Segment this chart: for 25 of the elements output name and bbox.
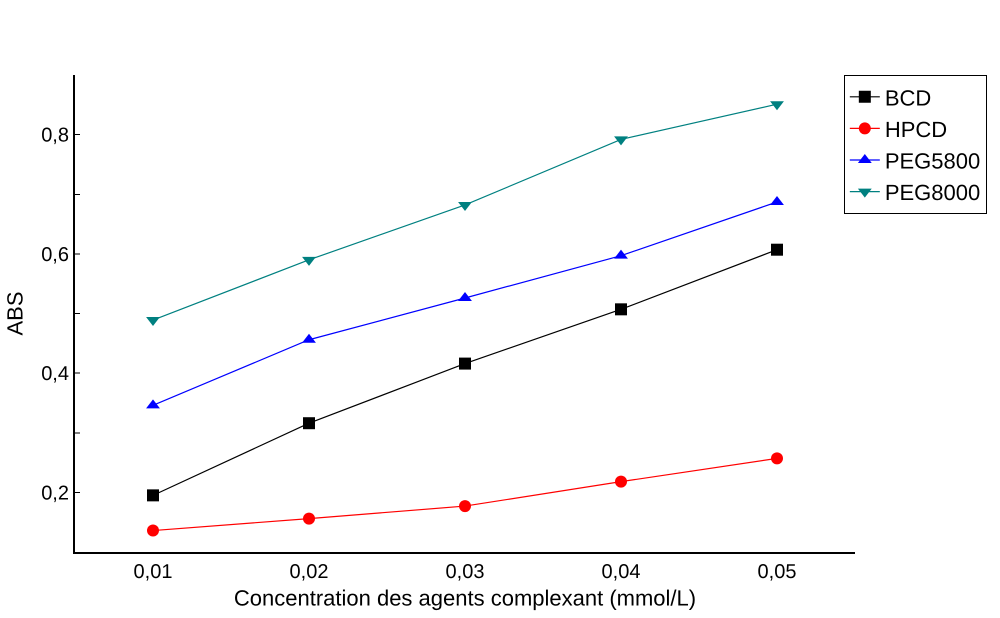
point	[615, 476, 627, 488]
point	[303, 417, 315, 430]
legend-label: PEG8000	[884, 180, 980, 206]
x-axis-title: Concentration des agents complexant (mmol/L)	[234, 585, 696, 610]
legend-label: HPCD	[884, 116, 948, 142]
point	[459, 358, 471, 370]
point	[147, 489, 159, 502]
y-tick-label: 0,2	[41, 482, 69, 504]
point	[303, 512, 315, 525]
point	[771, 244, 783, 256]
point	[147, 524, 159, 537]
point	[459, 500, 471, 512]
y-tick-label: 0,8	[41, 124, 69, 147]
x-tick-label: 0,02	[290, 561, 328, 583]
y-axis-title: ABS	[2, 291, 28, 336]
x-tick-label: 0,01	[134, 561, 172, 583]
point	[615, 303, 627, 316]
x-tick-label: 0,04	[602, 561, 640, 583]
x-tick-label: 0,05	[758, 561, 796, 583]
y-tick-label: 0,6	[41, 244, 69, 266]
point	[771, 452, 783, 464]
x-tick-label: 0,03	[446, 561, 484, 583]
legend-label: BCD	[884, 85, 932, 110]
y-tick-label: 0,4	[41, 363, 69, 386]
legend-label: PEG5800	[884, 148, 980, 174]
